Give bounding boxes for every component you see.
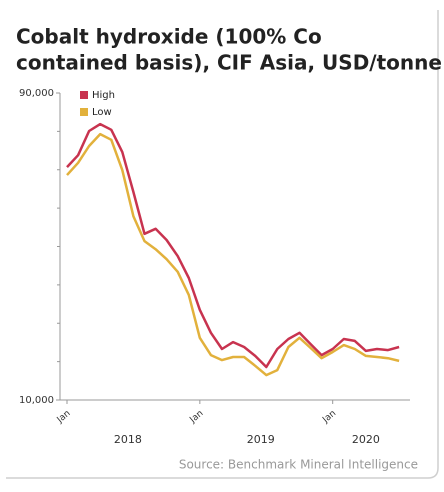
y-tick-label: 90,000 bbox=[19, 88, 54, 99]
line-series bbox=[66, 122, 400, 369]
line-series bbox=[66, 132, 400, 377]
x-tick-label: Jan bbox=[55, 409, 73, 426]
legend-swatch bbox=[80, 108, 88, 116]
source: Source: Benchmark Mineral Intelligence bbox=[179, 458, 418, 472]
x-group-label: 2020 bbox=[352, 433, 380, 446]
chart-title: contained basis), CIF Asia, USD/tonne bbox=[16, 51, 442, 75]
legend-label: Low bbox=[92, 107, 112, 118]
x-group-label: 2018 bbox=[114, 433, 142, 446]
x-tick-label: Jan bbox=[188, 409, 206, 426]
x-tick-label: Jan bbox=[320, 409, 338, 426]
legend-label: High bbox=[92, 90, 115, 101]
legend-swatch bbox=[80, 91, 88, 99]
frame bbox=[6, 10, 439, 479]
chart-title: Cobalt hydroxide (100% Co bbox=[16, 25, 322, 49]
y-tick-label: 10,000 bbox=[19, 395, 54, 406]
x-group-label: 2019 bbox=[247, 433, 275, 446]
